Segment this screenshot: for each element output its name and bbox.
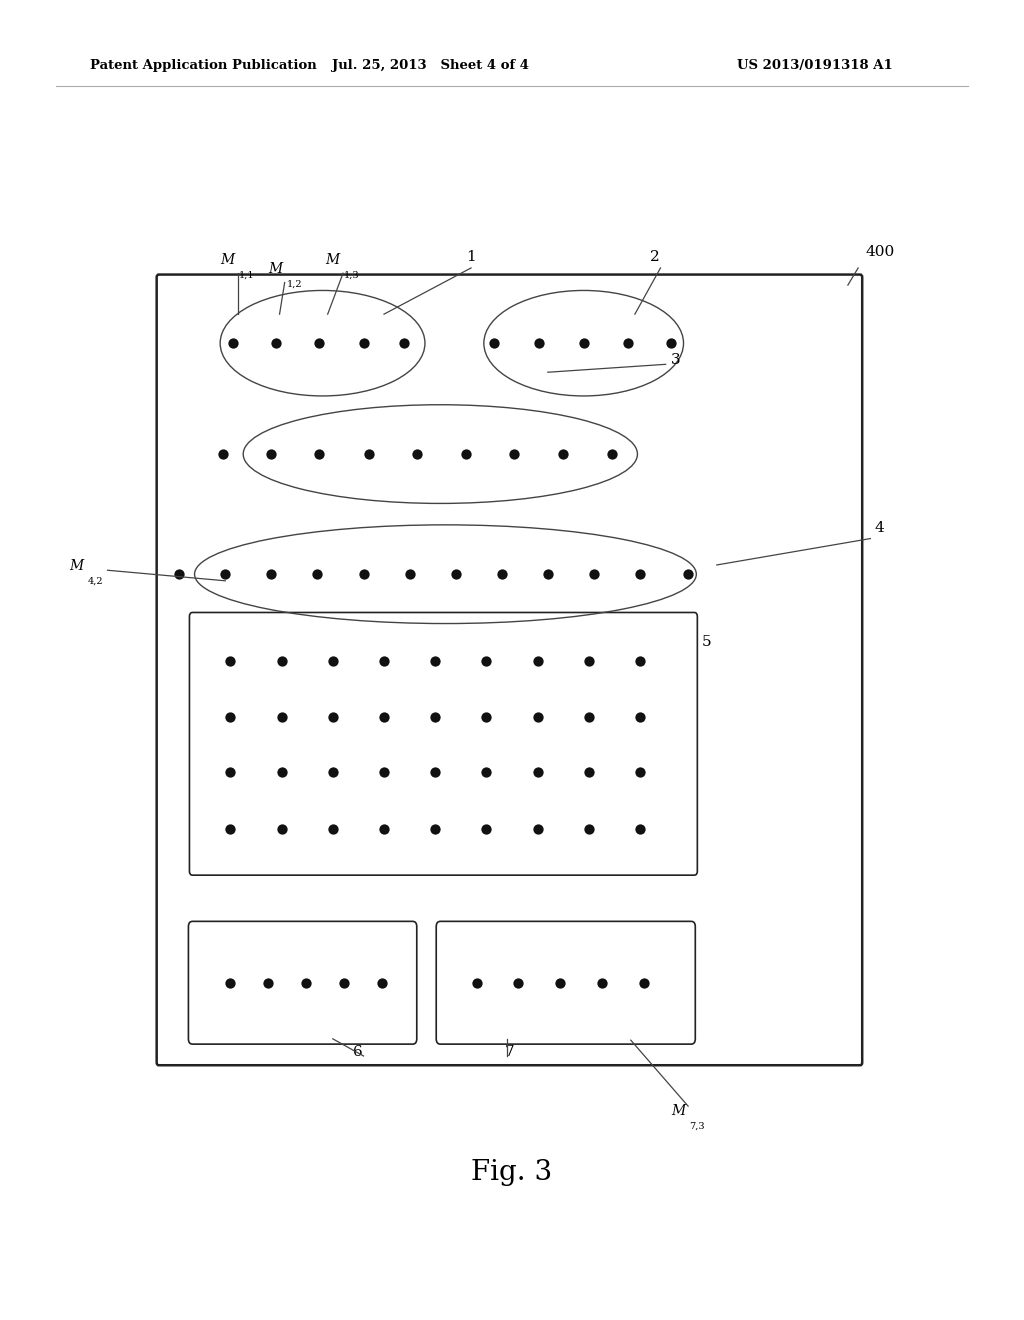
Point xyxy=(311,444,328,465)
Text: M: M xyxy=(671,1105,685,1118)
Point xyxy=(222,651,239,672)
Point xyxy=(636,973,652,994)
Point xyxy=(325,762,341,783)
Point xyxy=(529,706,546,727)
Text: 3: 3 xyxy=(671,352,680,367)
Point xyxy=(325,706,341,727)
Point xyxy=(273,651,290,672)
Point xyxy=(325,818,341,840)
Point xyxy=(427,706,443,727)
Point xyxy=(409,444,425,465)
Text: 4,2: 4,2 xyxy=(88,577,103,586)
Point xyxy=(632,564,648,585)
Point xyxy=(376,762,392,783)
Text: 6: 6 xyxy=(353,1044,364,1059)
Point xyxy=(222,762,239,783)
Point xyxy=(581,818,597,840)
Point xyxy=(529,762,546,783)
Point xyxy=(529,818,546,840)
Point xyxy=(311,333,328,354)
Text: Fig. 3: Fig. 3 xyxy=(471,1159,553,1185)
Text: Jul. 25, 2013   Sheet 4 of 4: Jul. 25, 2013 Sheet 4 of 4 xyxy=(332,59,528,73)
Point xyxy=(494,564,510,585)
Point xyxy=(586,564,602,585)
Point xyxy=(555,444,571,465)
Point xyxy=(575,333,592,354)
Point xyxy=(458,444,474,465)
Point xyxy=(632,762,648,783)
Point xyxy=(263,564,280,585)
Point xyxy=(427,762,443,783)
Point xyxy=(604,444,621,465)
Point xyxy=(529,651,546,672)
Text: M: M xyxy=(220,253,234,267)
Point xyxy=(222,973,239,994)
Text: M: M xyxy=(70,560,84,573)
Text: M: M xyxy=(326,253,340,267)
Point xyxy=(273,762,290,783)
Point xyxy=(632,706,648,727)
Point xyxy=(273,706,290,727)
Point xyxy=(506,444,522,465)
Point xyxy=(260,973,276,994)
Point xyxy=(374,973,390,994)
Point xyxy=(268,333,285,354)
Point xyxy=(478,651,495,672)
Point xyxy=(632,651,648,672)
Text: 1,1: 1,1 xyxy=(239,271,254,280)
Point xyxy=(376,651,392,672)
Point xyxy=(273,818,290,840)
Point xyxy=(510,973,526,994)
Point xyxy=(309,564,326,585)
Text: 400: 400 xyxy=(865,244,895,259)
Point xyxy=(427,651,443,672)
Point xyxy=(355,564,372,585)
Text: M: M xyxy=(268,263,283,276)
Text: 4: 4 xyxy=(874,520,885,535)
Point xyxy=(222,706,239,727)
Point xyxy=(663,333,679,354)
Point xyxy=(581,651,597,672)
Point xyxy=(396,333,413,354)
Point xyxy=(427,818,443,840)
Point xyxy=(478,818,495,840)
Point xyxy=(469,973,485,994)
Text: 1,2: 1,2 xyxy=(287,280,302,289)
Point xyxy=(478,762,495,783)
Text: Patent Application Publication: Patent Application Publication xyxy=(90,59,316,73)
Point xyxy=(225,333,242,354)
Point xyxy=(171,564,187,585)
Text: 5: 5 xyxy=(701,635,711,649)
Point xyxy=(355,333,372,354)
Text: 2: 2 xyxy=(650,249,660,264)
Point xyxy=(552,973,568,994)
Point xyxy=(215,444,231,465)
Point xyxy=(632,818,648,840)
Point xyxy=(680,564,696,585)
Point xyxy=(485,333,502,354)
Text: 7,3: 7,3 xyxy=(689,1122,705,1131)
Point xyxy=(540,564,556,585)
Point xyxy=(581,762,597,783)
Point xyxy=(581,706,597,727)
Point xyxy=(376,706,392,727)
Point xyxy=(376,818,392,840)
Point xyxy=(263,444,280,465)
Point xyxy=(298,973,314,994)
Text: 1: 1 xyxy=(466,249,476,264)
Point xyxy=(594,973,610,994)
Text: 7: 7 xyxy=(505,1044,514,1059)
Point xyxy=(336,973,352,994)
Point xyxy=(530,333,547,354)
Point xyxy=(401,564,418,585)
Point xyxy=(217,564,233,585)
Point xyxy=(360,444,377,465)
Point xyxy=(222,818,239,840)
Text: 1,3: 1,3 xyxy=(344,271,359,280)
Point xyxy=(447,564,464,585)
Text: US 2013/0191318 A1: US 2013/0191318 A1 xyxy=(737,59,893,73)
Point xyxy=(325,651,341,672)
Point xyxy=(478,706,495,727)
Point xyxy=(620,333,636,354)
